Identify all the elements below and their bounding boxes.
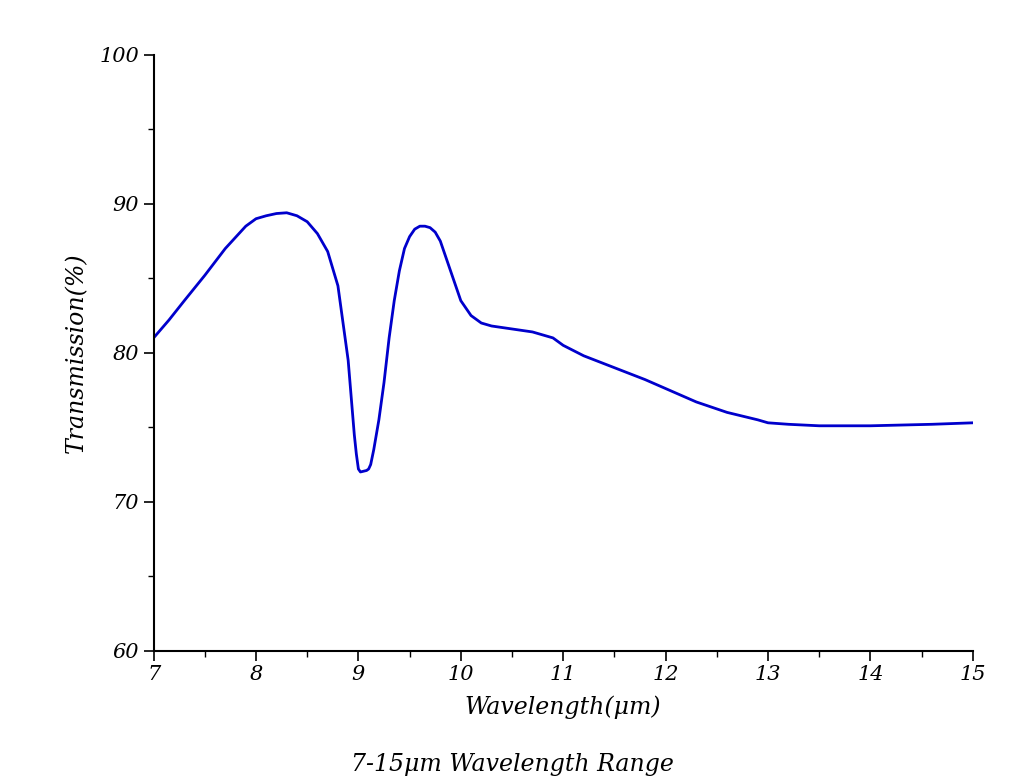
Text: 7-15μm Wavelength Range: 7-15μm Wavelength Range <box>350 753 674 776</box>
X-axis label: Wavelength(μm): Wavelength(μm) <box>465 695 662 719</box>
Y-axis label: Transmission(%): Transmission(%) <box>66 252 88 453</box>
